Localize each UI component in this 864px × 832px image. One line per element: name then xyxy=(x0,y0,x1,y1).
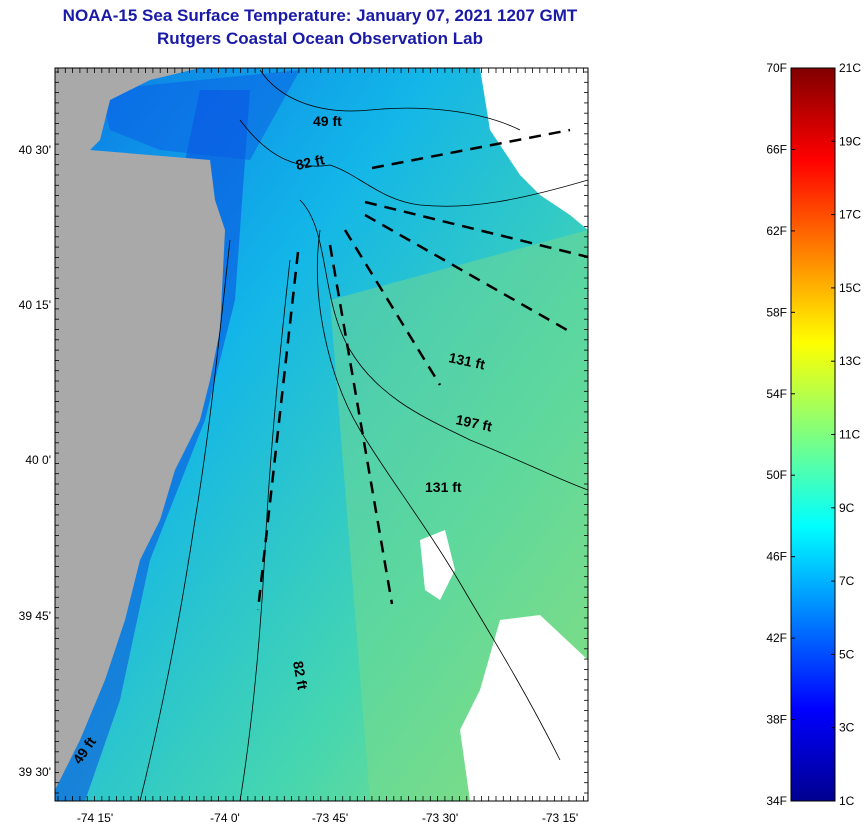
transect-lines xyxy=(256,128,588,611)
colorbar-c-label: 15C xyxy=(839,281,861,295)
map-title: NOAA-15 Sea Surface Temperature: January… xyxy=(62,6,578,25)
colorbar-f-label: 38F xyxy=(766,713,787,727)
colorbar-f-label: 42F xyxy=(766,631,787,645)
colorbar-f-label: 54F xyxy=(766,387,787,401)
colorbar-c-label: 7C xyxy=(839,574,855,588)
contour-label: 131 ft xyxy=(425,479,462,495)
cold-bay-water xyxy=(100,70,300,160)
lon-tick-label: -74 15' xyxy=(77,811,113,825)
colorbar-c-label: 21C xyxy=(839,61,861,75)
lat-tick-label: 39 30' xyxy=(19,765,51,779)
axis-ticks xyxy=(55,68,588,801)
colorbar-f-label: 58F xyxy=(766,305,787,319)
lat-tick-label: 39 45' xyxy=(19,609,51,623)
longitude-axis: -74 15' -74 0' -73 45' -73 30' -73 15' xyxy=(77,811,578,825)
colorbar-f-label: 34F xyxy=(766,794,787,808)
colorbar-f-label: 66F xyxy=(766,142,787,156)
colorbar-c-label: 9C xyxy=(839,501,855,515)
map-subtitle: Rutgers Coastal Ocean Observation Lab xyxy=(157,29,483,48)
latitude-axis: 40 30' 40 15' 40 0' 39 45' 39 30' xyxy=(19,143,51,779)
colorbar-c-label: 5C xyxy=(839,647,855,661)
colorbar-fahrenheit-labels: 70F 66F 62F 58F 54F 50F 46F 42F 38F 34F xyxy=(766,61,795,808)
colorbar-c-label: 11C xyxy=(839,428,860,442)
temperature-colorbar: 70F 66F 62F 58F 54F 50F 46F 42F 38F 34F 21C 19C 17C… xyxy=(766,61,861,808)
colorbar-f-label: 46F xyxy=(766,550,787,564)
contour-label: 82 ft xyxy=(290,660,311,691)
map-plot-area: 49 ft 82 ft 131 ft 197 ft 131 ft 82 ft 4… xyxy=(55,68,588,801)
bathymetry-contours xyxy=(139,69,588,801)
colorbar-c-label: 17C xyxy=(839,208,861,222)
contour-label: 131 ft xyxy=(447,349,486,372)
lon-tick-label: -73 45' xyxy=(312,811,348,825)
lon-tick-label: -73 30' xyxy=(422,811,458,825)
colorbar-f-label: 50F xyxy=(766,468,787,482)
colorbar-c-label: 19C xyxy=(839,134,861,148)
contour-label: 197 ft xyxy=(454,411,493,434)
lat-tick-label: 40 30' xyxy=(19,143,51,157)
colorbar-c-label: 13C xyxy=(839,354,861,368)
no-data-patch xyxy=(420,530,455,600)
no-data-southeast xyxy=(460,615,588,801)
colorbar-c-label: 1C xyxy=(839,794,855,808)
contour-label: 82 ft xyxy=(294,151,326,173)
lat-tick-label: 40 15' xyxy=(19,298,51,312)
map-frame xyxy=(54,67,589,802)
lon-tick-label: -73 15' xyxy=(542,811,578,825)
colorbar-f-label: 70F xyxy=(766,61,787,75)
colorbar-c-label: 3C xyxy=(839,721,855,735)
lon-tick-label: -74 0' xyxy=(210,811,240,825)
contour-label: 49 ft xyxy=(313,113,342,129)
land-new-jersey xyxy=(55,68,225,790)
no-data-northeast xyxy=(480,68,588,230)
colorbar-gradient xyxy=(790,67,836,802)
colorbar-celsius-labels: 21C 19C 17C 15C 13C 11C 9C 7C 5C 3C 1C xyxy=(831,61,861,808)
lat-tick-label: 40 0' xyxy=(25,453,51,467)
colorbar-f-label: 62F xyxy=(766,224,787,238)
